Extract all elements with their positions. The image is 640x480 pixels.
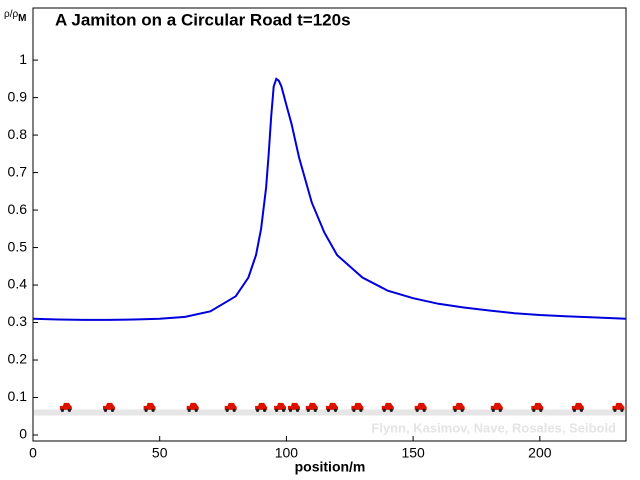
car-body (305, 402, 318, 410)
car-body (186, 402, 199, 410)
car-wheel (263, 408, 267, 412)
car-body (224, 402, 237, 410)
car (59, 402, 72, 412)
car-wheel (620, 408, 624, 412)
plot-area (32, 7, 627, 442)
car-wheel (225, 408, 229, 412)
x-tick-label: 150 (401, 445, 425, 461)
car-wheel (60, 408, 64, 412)
car-wheel (232, 408, 236, 412)
car (288, 402, 300, 412)
car-wheel (389, 408, 393, 412)
car-body (143, 402, 156, 410)
car-body (351, 402, 364, 410)
car-body (612, 402, 625, 410)
car-body (531, 402, 544, 410)
car (274, 402, 287, 412)
car-wheel (288, 408, 293, 412)
y-tick-label: 0.6 (8, 201, 28, 217)
y-tick-label: 0.3 (8, 313, 28, 329)
credit: Flynn, Kasimov, Nave, Rosales, Seibold (371, 420, 616, 435)
x-tick-label: 0 (29, 445, 37, 461)
car-wheel (110, 408, 115, 412)
car (143, 402, 156, 412)
car-body (381, 402, 394, 410)
car-wheel (187, 408, 191, 412)
car-wheel (313, 408, 317, 412)
density-line (32, 77, 627, 321)
car (103, 402, 115, 412)
x-axis-label: position/m (295, 459, 366, 475)
y-label-main: ρ/ρ (4, 9, 18, 20)
car (571, 402, 584, 412)
car-wheel (572, 408, 576, 412)
car (326, 402, 338, 412)
y-tick-label: 0.9 (8, 88, 28, 104)
car-wheel (532, 408, 536, 412)
car-wheel (103, 408, 108, 412)
y-label-sub: M (18, 13, 26, 24)
y-tick-label: 0 (19, 426, 27, 442)
car-wheel (295, 408, 300, 412)
car (305, 402, 318, 412)
road (34, 409, 625, 416)
car-wheel (306, 408, 310, 412)
x-tick-label: 50 (152, 445, 168, 461)
y-tick-label: 0.7 (8, 163, 28, 179)
car-wheel (382, 408, 386, 412)
car-body (255, 402, 268, 410)
car (186, 402, 199, 412)
car-wheel (359, 408, 363, 412)
car (381, 402, 394, 412)
y-tick-label: 0.8 (8, 126, 28, 142)
y-tick-label: 0.2 (8, 351, 28, 367)
car-body (452, 402, 465, 410)
car-body (59, 402, 72, 410)
car-wheel (67, 408, 71, 412)
y-tick-label: 0.1 (8, 388, 28, 404)
car-wheel (151, 408, 155, 412)
y-tick-label: 0.4 (8, 276, 28, 292)
car-body (490, 402, 503, 410)
car (255, 402, 268, 412)
car (490, 402, 503, 412)
y-tick-label: 1 (19, 51, 27, 67)
car-wheel (326, 408, 331, 412)
car-wheel (613, 408, 617, 412)
car-wheel (275, 408, 279, 412)
car (351, 402, 364, 412)
car-body (274, 402, 287, 410)
chart-title: A Jamiton on a Circular Road t=120s (55, 10, 351, 29)
y-tick-label: 0.5 (8, 238, 28, 254)
car-wheel (352, 408, 356, 412)
car-wheel (422, 408, 426, 412)
car-wheel (460, 408, 464, 412)
car (224, 402, 237, 412)
car (612, 402, 625, 412)
car-wheel (539, 408, 543, 412)
car (531, 402, 544, 412)
car (414, 402, 427, 412)
car-body (326, 402, 338, 410)
car-wheel (491, 408, 495, 412)
x-tick-label: 100 (275, 445, 299, 461)
car-wheel (453, 408, 457, 412)
car-wheel (194, 408, 198, 412)
car (452, 402, 465, 412)
car-wheel (498, 408, 502, 412)
car-body (288, 402, 300, 410)
car-body (571, 402, 584, 410)
car-wheel (256, 408, 260, 412)
x-tick-label: 200 (528, 445, 552, 461)
car-wheel (579, 408, 583, 412)
car-wheel (415, 408, 419, 412)
y-axis-label: ρ/ρM (4, 9, 27, 24)
car-wheel (144, 408, 148, 412)
car-body (414, 402, 427, 410)
car-wheel (333, 408, 338, 412)
car-wheel (282, 408, 286, 412)
car-body (103, 402, 115, 410)
